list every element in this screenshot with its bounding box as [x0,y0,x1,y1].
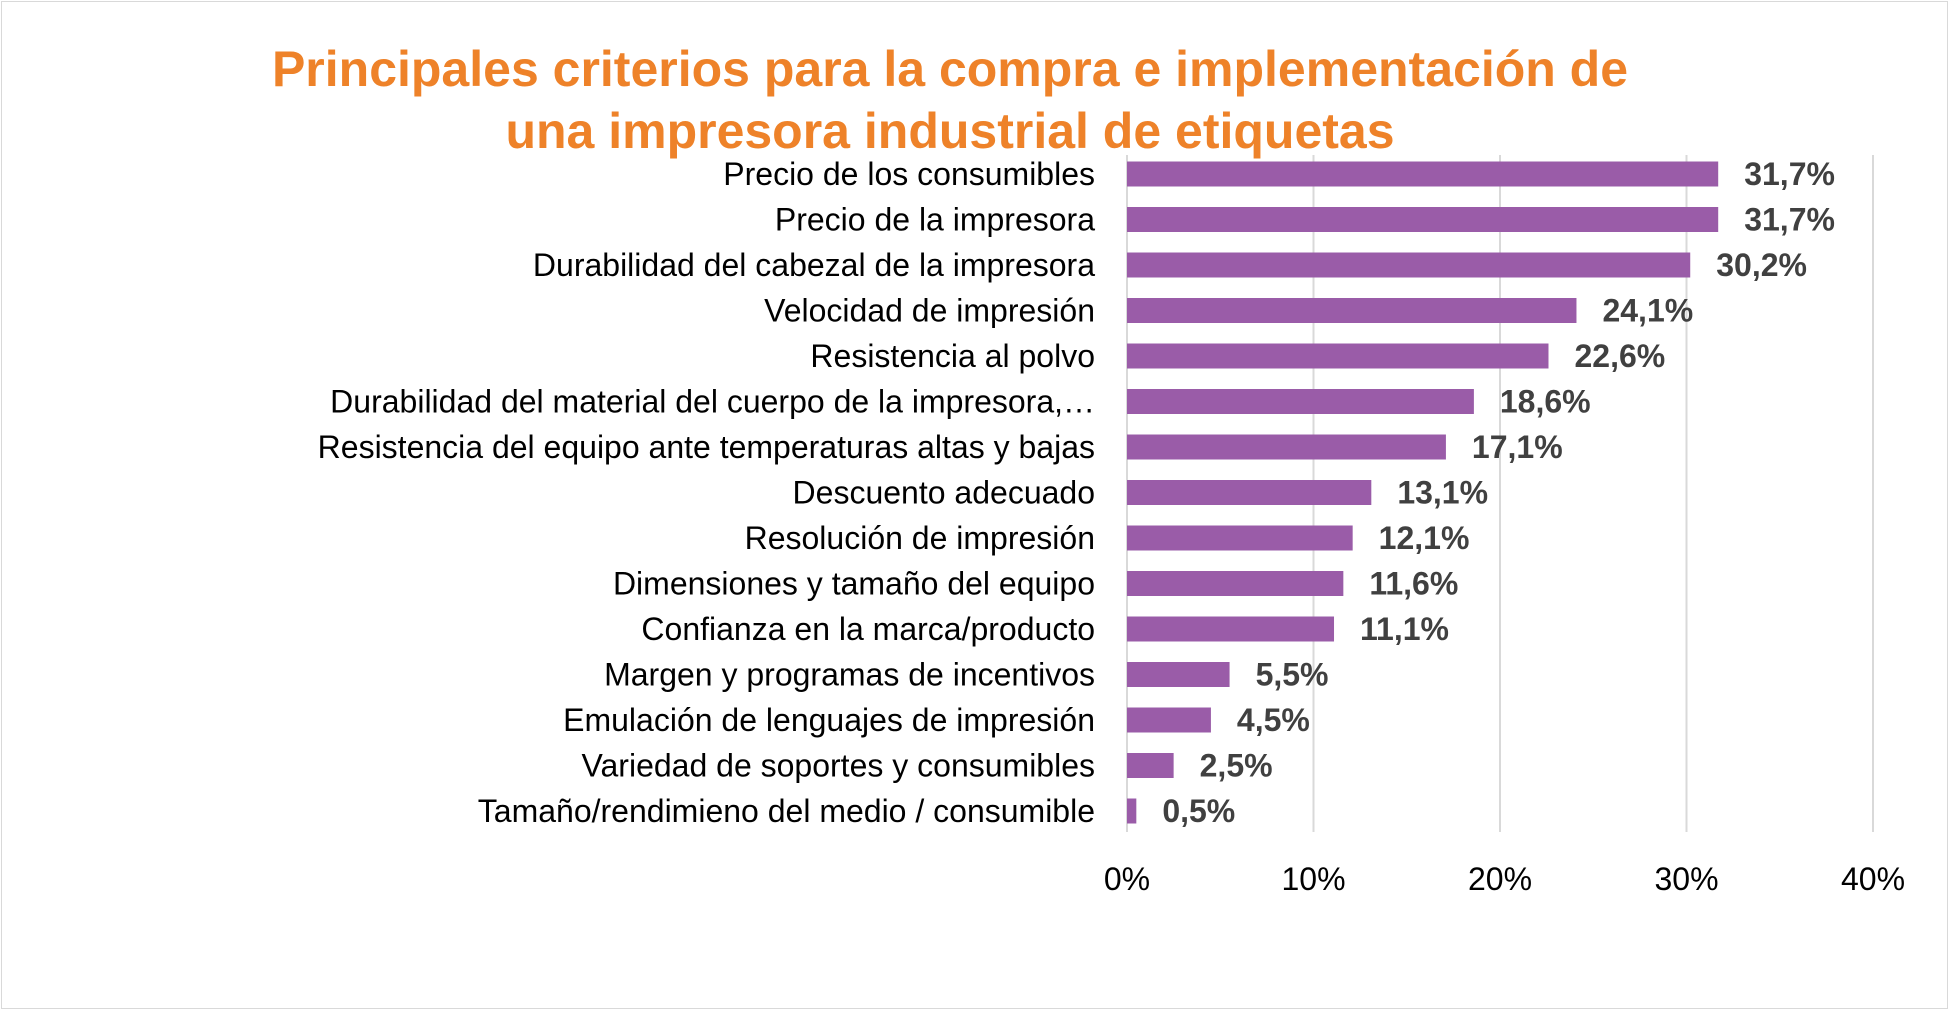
bar [1127,525,1353,551]
x-tick-label: 40% [1841,861,1905,897]
bar [1127,343,1549,369]
category-label: Durabilidad del material del cuerpo de l… [330,384,1095,420]
x-tick-label: 10% [1281,861,1345,897]
x-tick-label: 30% [1654,861,1718,897]
data-label: 0,5% [1162,793,1235,829]
bar [1127,207,1719,232]
data-label: 13,1% [1397,475,1488,511]
data-label: 18,6% [1500,384,1591,420]
data-label: 30,2% [1716,247,1807,283]
category-label: Resistencia del equipo ante temperaturas… [318,429,1095,465]
data-label: 31,7% [1744,156,1835,192]
bar [1127,298,1577,323]
data-label: 31,7% [1744,202,1835,238]
category-label: Dimensiones y tamaño del equipo [613,566,1095,602]
data-label: 11,6% [1369,566,1458,602]
x-axis-tick-labels: 0% 10% 20% 30% 40% [1104,861,1905,897]
category-label: Precio de los consumibles [723,156,1095,192]
category-labels: Precio de los consumibles Precio de la im… [318,156,1096,829]
category-label: Tamaño/rendimieno del medio / consumible [478,793,1095,829]
bar [1127,389,1474,414]
value-labels: 31,7% 31,7% 30,2% 24,1% 22,6% 18,6% 17,1% 13,1%… [1162,156,1835,829]
data-label: 4,5% [1237,702,1310,738]
category-label: Velocidad de impresión [764,293,1095,329]
bar [1127,161,1719,187]
category-label: Confianza en la marca/producto [641,611,1095,647]
bar [1127,480,1372,505]
category-label: Resistencia al polvo [810,338,1095,374]
data-label: 22,6% [1574,338,1665,374]
x-tick-label: 20% [1468,861,1532,897]
data-label: 5,5% [1256,657,1329,693]
bar [1127,571,1344,596]
bars [1127,161,1719,824]
category-label: Emulación de lenguajes de impresión [563,702,1095,738]
bar [1127,662,1230,687]
data-label: 12,1% [1379,520,1470,556]
data-label: 2,5% [1200,748,1273,784]
bar [1127,434,1446,460]
bar [1127,707,1211,733]
bar [1127,753,1174,778]
category-label: Precio de la impresora [775,202,1095,238]
category-label: Resolución de impresión [745,520,1095,556]
category-label: Variedad de soportes y consumibles [582,748,1095,784]
chart-title-line-2: una impresora industrial de etiquetas [505,103,1395,159]
data-label: 24,1% [1602,293,1693,329]
category-label: Descuento adecuado [793,475,1095,511]
data-label: 11,1% [1360,611,1449,647]
x-tick-label: 0% [1104,861,1150,897]
chart-title: Principales criterios para la compra e i… [0,38,1900,162]
data-label: 17,1% [1472,429,1563,465]
category-label: Durabilidad del cabezal de la impresora [533,247,1095,283]
chart-title-line-1: Principales criterios para la compra e i… [271,41,1629,97]
bar [1127,252,1691,278]
category-label: Margen y programas de incentivos [604,657,1095,693]
bar [1127,798,1137,824]
bar [1127,616,1335,642]
